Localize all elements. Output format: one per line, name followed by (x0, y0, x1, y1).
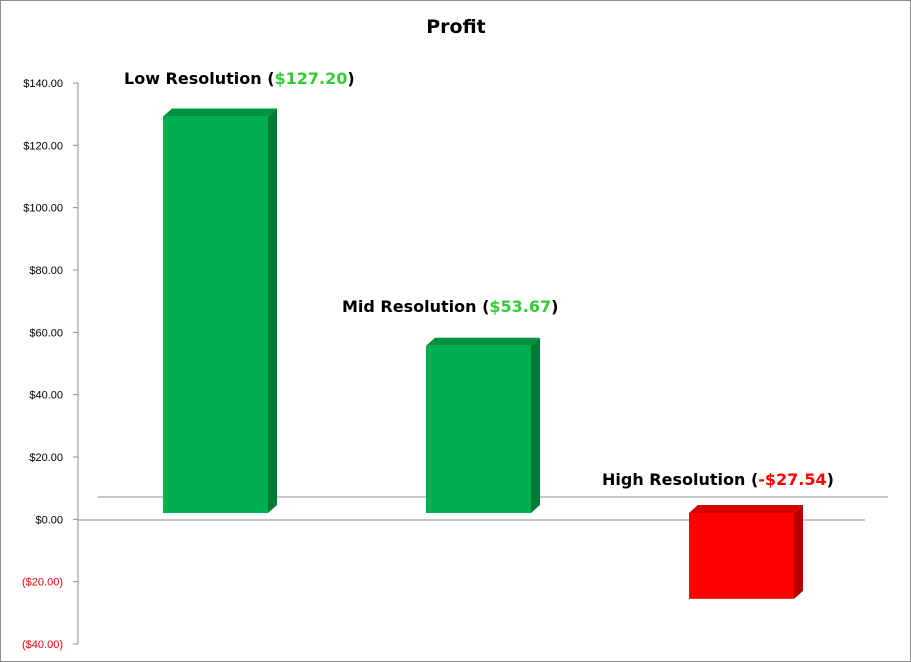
y-tick-label: $0.00 (35, 514, 63, 526)
bar-low-resolution (163, 108, 277, 513)
y-axis: $140.00 $120.00 $100.00 $80.00 $60.00 $40.00 $… (22, 78, 78, 651)
bar-label-close-paren: ) (347, 69, 354, 88)
bar-top-face (689, 505, 803, 513)
y-tick-label: $60.00 (29, 327, 63, 339)
bar-front-face (689, 513, 794, 599)
bar-label-close-paren: ) (827, 470, 834, 489)
bar-front-face (163, 116, 268, 513)
y-tick-label: ($20.00) (22, 577, 63, 589)
bar-front-face (426, 345, 531, 513)
y-tick-label: $120.00 (23, 140, 63, 152)
y-tick-label: ($40.00) (22, 639, 63, 651)
bar-labels: Low Resolution ($127.20)Mid Resolution (… (124, 69, 834, 489)
bar-high-resolution (689, 505, 803, 599)
bar-mid-resolution (426, 337, 540, 513)
bar-label-name: High Resolution (602, 470, 745, 489)
bars (163, 108, 803, 599)
bar-side-face (268, 108, 277, 513)
bar-label-name: Low Resolution (124, 69, 262, 88)
bar-label: High Resolution (-$27.54) (602, 470, 834, 489)
bar-value-label: -$27.54 (758, 470, 826, 489)
bar-label-open-paren: ( (477, 297, 490, 316)
bar-top-face (426, 337, 540, 346)
bar-value-label: $127.20 (275, 69, 348, 88)
y-tick-label: $20.00 (29, 452, 63, 464)
y-tick-label: $140.00 (23, 78, 63, 90)
bar-value-label: $53.67 (489, 297, 551, 316)
bar-label: Mid Resolution ($53.67) (342, 297, 558, 316)
bar-label-name: Mid Resolution (342, 297, 477, 316)
bar-label-open-paren: ( (745, 470, 758, 489)
y-tick-label: $100.00 (23, 203, 63, 215)
chart-title: Profit (426, 16, 486, 38)
bar-side-face (531, 337, 540, 513)
bar-top-face (163, 108, 277, 117)
bar-label-open-paren: ( (262, 69, 275, 88)
bar-side-face (794, 505, 803, 599)
bar-label-close-paren: ) (551, 297, 558, 316)
bar-label: Low Resolution ($127.20) (124, 69, 355, 88)
y-tick-label: $40.00 (29, 390, 63, 402)
y-tick-label: $80.00 (29, 265, 63, 277)
